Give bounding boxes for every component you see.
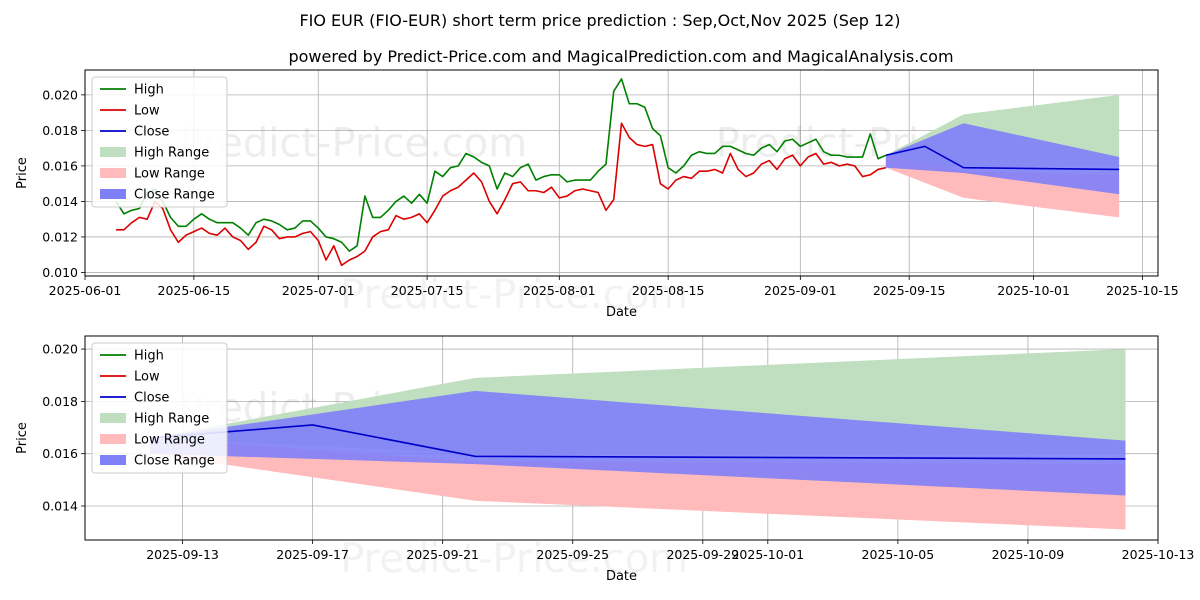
y-tick-label: 0.016 bbox=[42, 158, 78, 173]
axes-frame bbox=[84, 335, 1159, 541]
close-series-line bbox=[885, 145, 1120, 171]
x-tick-label: 2025-10-13 bbox=[1122, 547, 1195, 562]
x-axis-label: Date bbox=[606, 569, 637, 584]
legend-label: Low Range bbox=[134, 433, 205, 448]
x-tick-label: 2025-09-15 bbox=[873, 283, 946, 298]
y-tick-label: 0.014 bbox=[42, 194, 78, 209]
x-tick-label: 2025-09-25 bbox=[536, 547, 609, 562]
watermark-text: Predict-Price.com bbox=[179, 121, 527, 167]
high-series-line bbox=[115, 78, 887, 252]
x-tick-label: 2025-07-01 bbox=[282, 283, 355, 298]
legend-label: High bbox=[134, 83, 164, 98]
x-tick-label: 2025-08-15 bbox=[632, 283, 705, 298]
legend-label: Close bbox=[134, 125, 169, 140]
legend: High Low Close High Range Low Range Close Ran… bbox=[91, 76, 228, 208]
x-tick-label: 2025-10-15 bbox=[1106, 283, 1179, 298]
y-tick-label: 0.020 bbox=[42, 342, 78, 357]
x-tick-label: 2025-09-21 bbox=[406, 547, 479, 562]
y-axis-label: Price bbox=[15, 422, 30, 454]
x-tick-label: 2025-09-01 bbox=[764, 283, 837, 298]
legend-swatch-patch bbox=[100, 413, 126, 423]
axes-frame bbox=[84, 69, 1159, 277]
legend-label: Close Range bbox=[134, 454, 215, 469]
watermark-text: Predict-Price.com bbox=[340, 536, 688, 582]
legend-label: Close bbox=[134, 391, 169, 406]
x-tick-label: 2025-06-15 bbox=[158, 283, 231, 298]
low-series-line bbox=[116, 122, 887, 267]
y-tick-label: 0.020 bbox=[42, 87, 78, 102]
y-axis-label: Price bbox=[15, 157, 30, 189]
legend-swatch-patch bbox=[100, 434, 126, 444]
y-tick-label: 0.016 bbox=[42, 446, 78, 461]
legend-label: High Range bbox=[134, 146, 209, 161]
legend-label: Low bbox=[134, 370, 160, 385]
chart-title: FIO EUR (FIO-EUR) short term price predi… bbox=[299, 11, 900, 30]
top-panel: Predict-Price.com Predict-Price.comPredic… bbox=[15, 69, 1179, 320]
x-tick-label: 2025-10-01 bbox=[731, 547, 804, 562]
x-tick-label: 2025-09-17 bbox=[276, 547, 349, 562]
y-tick-label: 0.014 bbox=[42, 499, 78, 514]
legend-swatch-patch bbox=[100, 189, 126, 199]
legend: High Low Close High Range Low Range Close Ran… bbox=[91, 342, 228, 474]
x-axis-label: Date bbox=[606, 305, 637, 320]
legend-label: Low bbox=[134, 104, 160, 119]
close-series-line bbox=[149, 424, 1126, 460]
x-tick-label: 2025-09-13 bbox=[146, 547, 219, 562]
x-tick-label: 2025-10-09 bbox=[992, 547, 1065, 562]
legend-label: Close Range bbox=[134, 188, 215, 203]
x-tick-label: 2025-07-15 bbox=[391, 283, 464, 298]
x-tick-label: 2025-10-05 bbox=[862, 547, 935, 562]
x-tick-label: 2025-06-01 bbox=[49, 283, 122, 298]
legend-swatch-patch bbox=[100, 147, 126, 157]
legend-label: High Range bbox=[134, 412, 209, 427]
legend-swatch-patch bbox=[100, 168, 126, 178]
y-tick-label: 0.018 bbox=[42, 394, 78, 409]
y-tick-label: 0.018 bbox=[42, 123, 78, 138]
y-tick-label: 0.010 bbox=[42, 265, 78, 280]
x-tick-label: 2025-08-01 bbox=[523, 283, 596, 298]
x-tick-label: 2025-10-01 bbox=[997, 283, 1070, 298]
watermark-text: Predict-Price.com bbox=[340, 272, 688, 318]
legend-swatch-patch bbox=[100, 455, 126, 465]
chart-subtitle: powered by Predict-Price.com and Magical… bbox=[288, 47, 953, 66]
close-range-band bbox=[885, 123, 1120, 195]
x-tick-label: 2025-09-29 bbox=[666, 547, 739, 562]
bottom-panel: Predict-Price.comPredict-Price.comPredic… bbox=[15, 335, 1195, 584]
legend-label: Low Range bbox=[134, 167, 205, 182]
close-range-band bbox=[150, 390, 1126, 496]
legend-label: High bbox=[134, 349, 164, 364]
y-tick-label: 0.012 bbox=[42, 229, 78, 244]
